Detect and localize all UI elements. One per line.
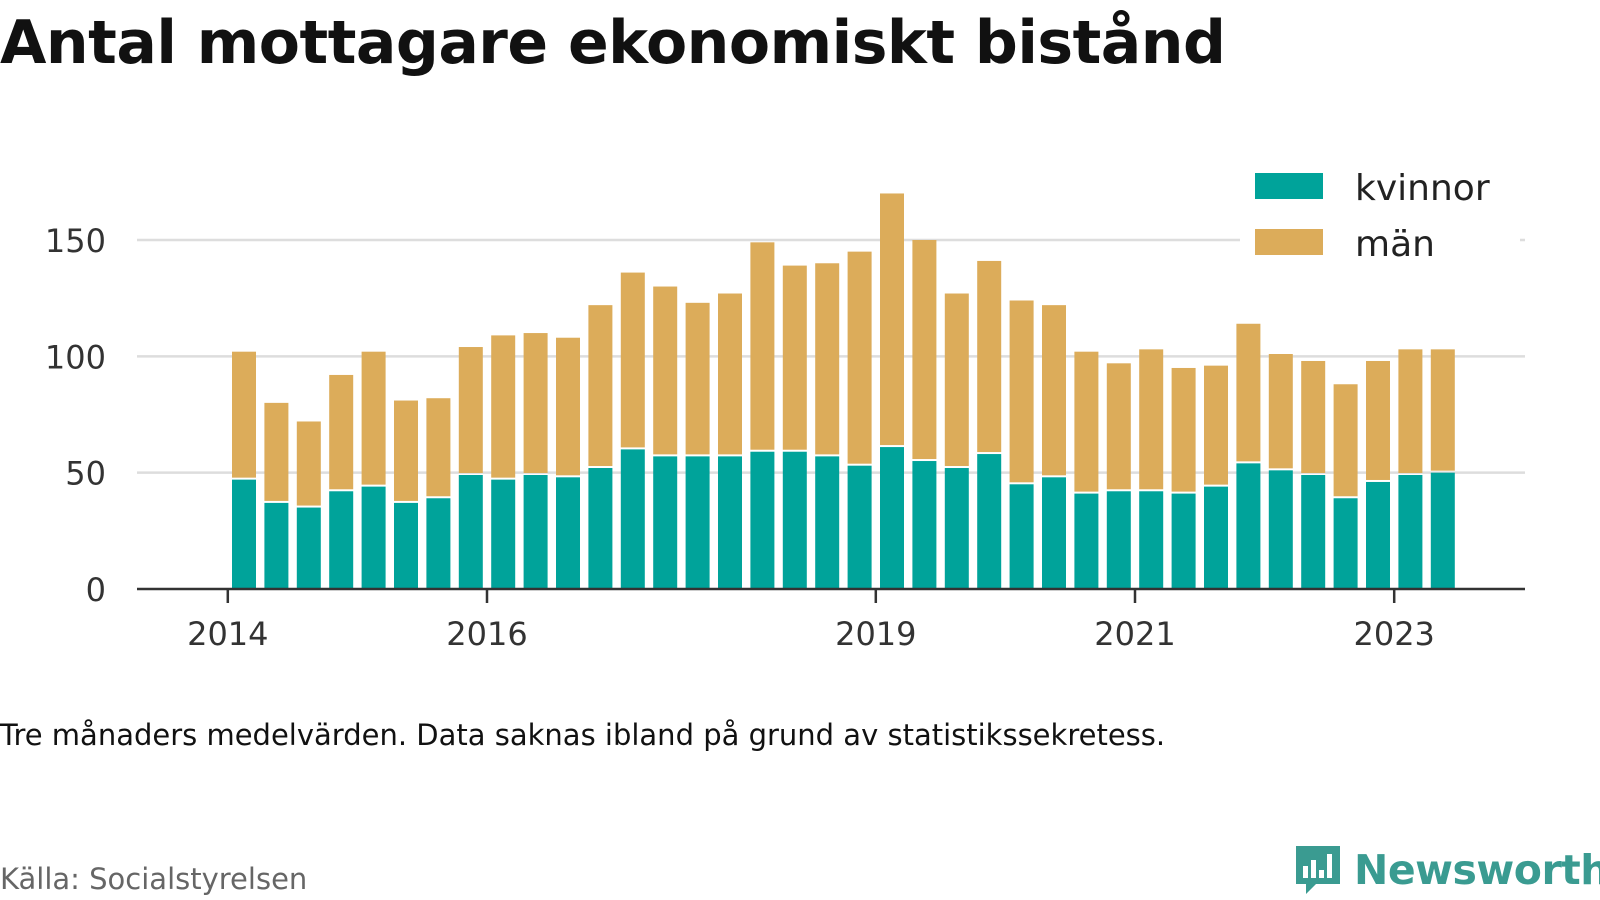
bar-man-1 <box>264 402 289 501</box>
bar-man-5 <box>394 400 418 501</box>
bar-kvinnor-12 <box>620 449 645 589</box>
legend-swatch-kvinnor <box>1255 173 1323 199</box>
x-tick-label: 2014 <box>187 615 268 653</box>
bar-man-7 <box>458 347 483 473</box>
bar-kvinnor-21 <box>912 461 937 589</box>
bar-kvinnor-18 <box>815 456 840 589</box>
bar-kvinnor-30 <box>1204 486 1228 589</box>
bar-man-22 <box>944 293 969 467</box>
bar-kvinnor-36 <box>1398 474 1423 589</box>
bar-man-20 <box>880 193 904 446</box>
x-tick-label: 2019 <box>835 615 916 653</box>
bar-kvinnor-10 <box>556 477 580 589</box>
bar-kvinnor-34 <box>1333 498 1358 589</box>
bar-kvinnor-3 <box>329 491 354 589</box>
bar-kvinnor-8 <box>491 479 516 589</box>
bar-kvinnor-6 <box>426 498 451 589</box>
bar-man-35 <box>1366 360 1390 480</box>
bar-kvinnor-16 <box>750 451 775 589</box>
bar-man-14 <box>685 302 710 455</box>
bar-man-33 <box>1301 360 1326 473</box>
bar-man-21 <box>912 240 937 460</box>
bar-man-32 <box>1268 354 1293 469</box>
bar-man-4 <box>361 351 386 485</box>
bar-man-30 <box>1204 365 1228 485</box>
bar-kvinnor-11 <box>588 468 613 589</box>
bar-man-27 <box>1106 363 1131 490</box>
newsworthy-logo-icon <box>1296 846 1340 894</box>
bar-man-26 <box>1074 351 1099 492</box>
bar-kvinnor-13 <box>653 456 678 589</box>
bar-man-18 <box>815 263 840 455</box>
bar-man-37 <box>1430 349 1455 471</box>
bar-kvinnor-27 <box>1106 491 1131 589</box>
bar-kvinnor-17 <box>782 451 807 589</box>
legend-swatch-man <box>1255 229 1323 255</box>
bar-man-9 <box>523 333 548 473</box>
bar-man-19 <box>847 251 872 464</box>
bar-kvinnor-32 <box>1268 470 1293 589</box>
bar-man-23 <box>977 260 1002 453</box>
bar-man-2 <box>296 421 321 506</box>
bar-kvinnor-24 <box>1009 484 1034 589</box>
chart-title: Antal mottagare ekonomiskt bistånd <box>0 8 1226 78</box>
bar-kvinnor-14 <box>685 456 710 589</box>
bar-man-24 <box>1009 300 1034 483</box>
bar-man-36 <box>1398 349 1423 473</box>
bar-man-15 <box>718 293 742 455</box>
axes: 0 50 100 150 2014 2016 2019 2021 2023 <box>45 222 1525 653</box>
bar-kvinnor-7 <box>458 474 483 589</box>
legend-label-kvinnor: kvinnor <box>1355 168 1490 209</box>
bars <box>232 193 1455 589</box>
bar-kvinnor-4 <box>361 486 386 589</box>
bar-kvinnor-5 <box>394 502 418 589</box>
bar-kvinnor-19 <box>847 465 872 589</box>
bar-kvinnor-9 <box>523 474 548 589</box>
bar-kvinnor-1 <box>264 502 289 589</box>
bar-man-0 <box>232 351 256 478</box>
bar-kvinnor-31 <box>1236 463 1261 589</box>
legend: kvinnor män <box>1240 160 1520 270</box>
bar-kvinnor-22 <box>944 468 969 589</box>
bar-man-25 <box>1042 305 1066 476</box>
bar-man-8 <box>491 335 516 478</box>
y-tick-label: 50 <box>65 455 106 493</box>
bar-man-6 <box>426 398 451 497</box>
bar-man-34 <box>1333 384 1358 497</box>
bar-kvinnor-15 <box>718 456 742 589</box>
bar-kvinnor-35 <box>1366 481 1390 589</box>
bar-kvinnor-37 <box>1430 472 1455 589</box>
y-tick-label: 0 <box>86 571 106 609</box>
x-tick-label: 2021 <box>1094 615 1175 653</box>
x-tick-label: 2023 <box>1353 615 1434 653</box>
bar-man-11 <box>588 305 613 467</box>
y-tick-label: 150 <box>45 222 106 260</box>
bar-man-10 <box>556 337 580 476</box>
bar-man-29 <box>1171 367 1196 492</box>
bar-kvinnor-29 <box>1171 493 1196 589</box>
bar-man-12 <box>620 272 645 448</box>
bar-man-28 <box>1139 349 1164 490</box>
bar-kvinnor-26 <box>1074 493 1099 589</box>
bar-man-13 <box>653 286 678 455</box>
bar-man-16 <box>750 242 775 450</box>
bar-man-17 <box>782 265 807 450</box>
bar-kvinnor-25 <box>1042 477 1066 589</box>
bar-kvinnor-28 <box>1139 491 1164 589</box>
legend-label-man: män <box>1355 224 1435 265</box>
x-tick-label: 2016 <box>446 615 527 653</box>
bar-kvinnor-20 <box>880 447 904 589</box>
bar-man-31 <box>1236 323 1261 462</box>
source-label: Källa: Socialstyrelsen <box>0 862 308 896</box>
bar-man-3 <box>329 374 354 490</box>
bar-kvinnor-33 <box>1301 474 1326 589</box>
brand-name: Newsworthy <box>1354 846 1600 894</box>
brand-logo[interactable]: Newsworthy <box>1292 840 1600 900</box>
bar-kvinnor-23 <box>977 454 1002 589</box>
y-tick-label: 100 <box>45 338 106 376</box>
bar-kvinnor-0 <box>232 479 256 589</box>
chart-note: Tre månaders medelvärden. Data saknas ib… <box>0 718 1166 752</box>
bar-kvinnor-2 <box>296 507 321 589</box>
